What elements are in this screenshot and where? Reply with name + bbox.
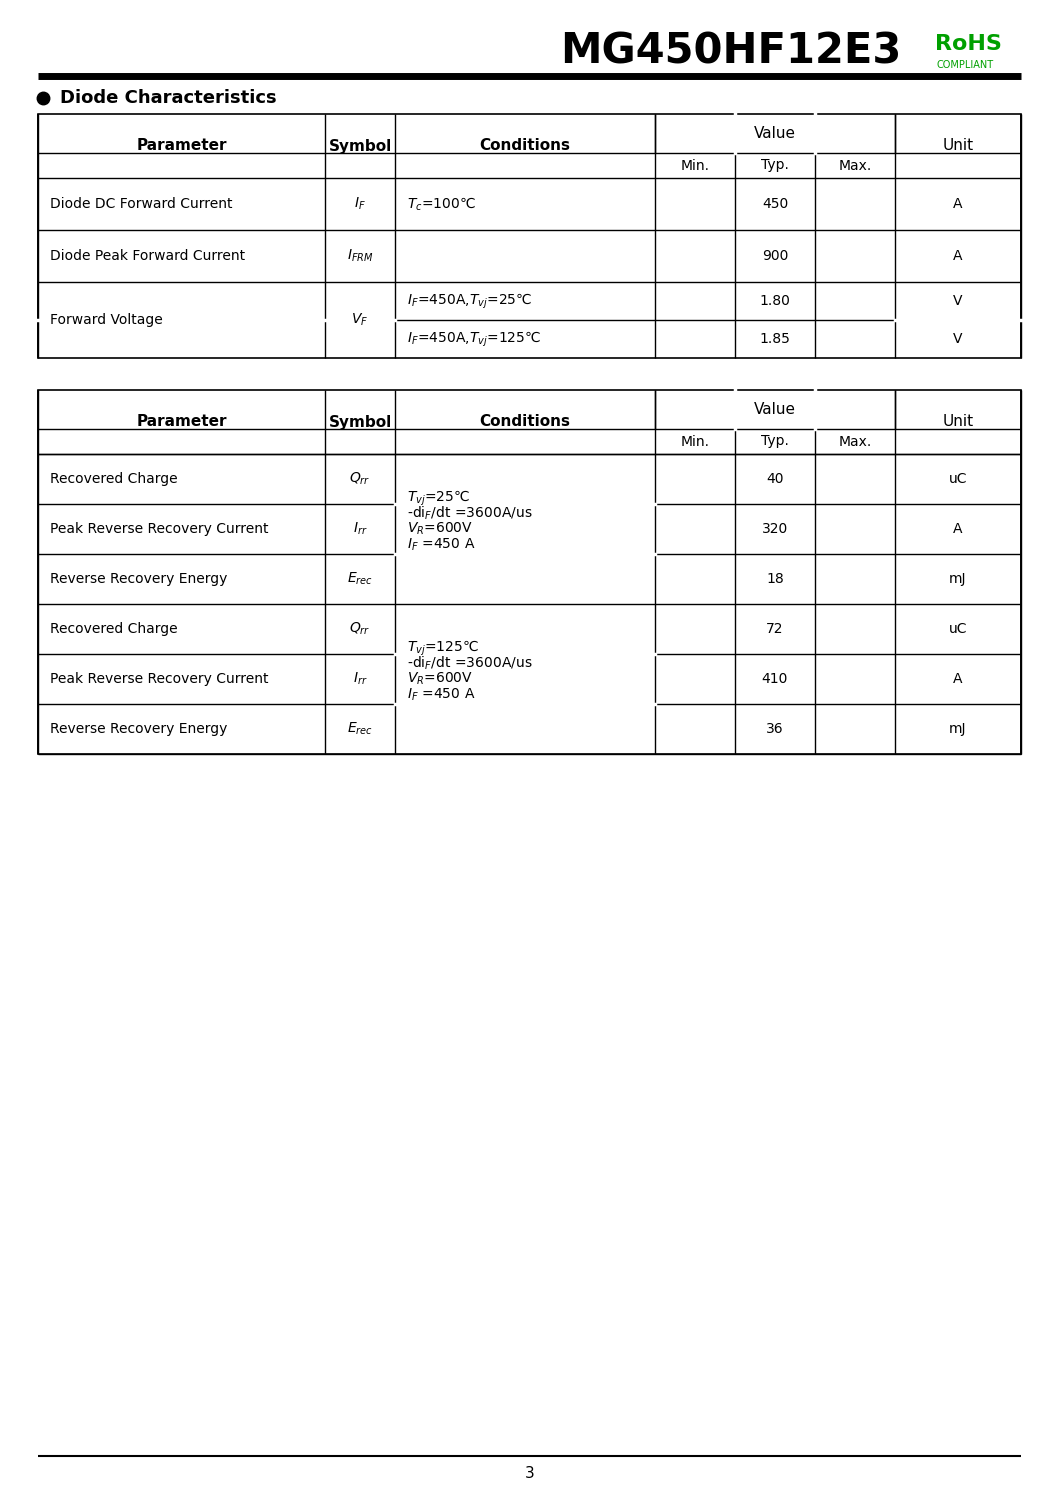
- Text: 450: 450: [761, 198, 788, 211]
- Text: uC: uC: [949, 622, 967, 637]
- Bar: [38, 389, 1021, 753]
- Text: V: V: [953, 294, 963, 309]
- Text: $V_F$: $V_F$: [352, 312, 369, 328]
- Text: V: V: [953, 333, 963, 346]
- Text: Diode Characteristics: Diode Characteristics: [60, 88, 276, 106]
- Text: $E_{rec}$: $E_{rec}$: [347, 571, 373, 587]
- Text: A: A: [953, 673, 963, 686]
- Text: Value: Value: [754, 126, 796, 141]
- Text: Conditions: Conditions: [480, 138, 571, 153]
- Text: 1.80: 1.80: [759, 294, 790, 309]
- Text: Diode Peak Forward Current: Diode Peak Forward Current: [50, 249, 245, 264]
- Text: $I_F$ =450 A: $I_F$ =450 A: [407, 536, 475, 553]
- Text: $Q_{rr}$: $Q_{rr}$: [349, 470, 371, 487]
- Text: $I_{rr}$: $I_{rr}$: [353, 671, 367, 688]
- Text: -di$_F$/dt =3600A/us: -di$_F$/dt =3600A/us: [407, 655, 533, 673]
- Text: Parameter: Parameter: [137, 415, 227, 430]
- Text: MG450HF12E3: MG450HF12E3: [560, 31, 901, 73]
- Text: Peak Reverse Recovery Current: Peak Reverse Recovery Current: [50, 521, 269, 536]
- Text: $I_F$ =450 A: $I_F$ =450 A: [407, 686, 475, 703]
- Text: Unit: Unit: [943, 415, 973, 430]
- Text: Peak Reverse Recovery Current: Peak Reverse Recovery Current: [50, 673, 269, 686]
- Text: mJ: mJ: [949, 572, 967, 586]
- Text: 410: 410: [761, 673, 788, 686]
- Text: Min.: Min.: [681, 434, 710, 448]
- Text: 320: 320: [761, 521, 788, 536]
- Text: 1.85: 1.85: [759, 333, 790, 346]
- Bar: [38, 114, 1021, 358]
- Text: Typ.: Typ.: [761, 434, 789, 448]
- Text: Parameter: Parameter: [137, 138, 227, 153]
- Text: $E_{rec}$: $E_{rec}$: [347, 721, 373, 737]
- Text: $Q_{rr}$: $Q_{rr}$: [349, 620, 371, 637]
- Text: Typ.: Typ.: [761, 159, 789, 172]
- Text: A: A: [953, 249, 963, 264]
- Text: -di$_F$/dt =3600A/us: -di$_F$/dt =3600A/us: [407, 505, 533, 523]
- Text: $I_F$=450A,$T_{vj}$=125℃: $I_F$=450A,$T_{vj}$=125℃: [407, 330, 541, 349]
- Text: 900: 900: [761, 249, 788, 264]
- Text: $V_R$=600V: $V_R$=600V: [407, 521, 473, 538]
- Text: 72: 72: [767, 622, 784, 637]
- Text: $I_{rr}$: $I_{rr}$: [353, 521, 367, 538]
- Text: Symbol: Symbol: [328, 415, 392, 430]
- Text: Max.: Max.: [839, 434, 872, 448]
- Text: A: A: [953, 521, 963, 536]
- Text: $T_{vj}$=125℃: $T_{vj}$=125℃: [407, 638, 479, 658]
- Text: $I_F$: $I_F$: [354, 196, 366, 213]
- Text: $I_F$=450A,$T_{vj}$=25℃: $I_F$=450A,$T_{vj}$=25℃: [407, 291, 533, 310]
- Text: uC: uC: [949, 472, 967, 485]
- Text: Max.: Max.: [839, 159, 872, 172]
- Text: Reverse Recovery Energy: Reverse Recovery Energy: [50, 722, 228, 736]
- Text: $T_c$=100℃: $T_c$=100℃: [407, 195, 475, 213]
- Text: mJ: mJ: [949, 722, 967, 736]
- Text: Recovered Charge: Recovered Charge: [50, 622, 178, 637]
- Text: Min.: Min.: [681, 159, 710, 172]
- Text: A: A: [953, 198, 963, 211]
- Text: Recovered Charge: Recovered Charge: [50, 472, 178, 485]
- Text: COMPLIANT: COMPLIANT: [937, 60, 994, 70]
- Text: Value: Value: [754, 401, 796, 416]
- Text: 40: 40: [767, 472, 784, 485]
- Text: Reverse Recovery Energy: Reverse Recovery Energy: [50, 572, 228, 586]
- Text: Unit: Unit: [943, 138, 973, 153]
- Text: Diode DC Forward Current: Diode DC Forward Current: [50, 198, 233, 211]
- Text: 18: 18: [766, 572, 784, 586]
- Text: $T_{vj}$=25℃: $T_{vj}$=25℃: [407, 488, 470, 508]
- Text: RoHS: RoHS: [935, 34, 1002, 54]
- Text: Forward Voltage: Forward Voltage: [50, 313, 163, 327]
- Text: Conditions: Conditions: [480, 415, 571, 430]
- Text: 36: 36: [767, 722, 784, 736]
- Text: $I_{FRM}$: $I_{FRM}$: [346, 247, 373, 264]
- Text: $V_R$=600V: $V_R$=600V: [407, 671, 473, 688]
- Text: Symbol: Symbol: [328, 138, 392, 153]
- Text: 3: 3: [524, 1465, 535, 1480]
